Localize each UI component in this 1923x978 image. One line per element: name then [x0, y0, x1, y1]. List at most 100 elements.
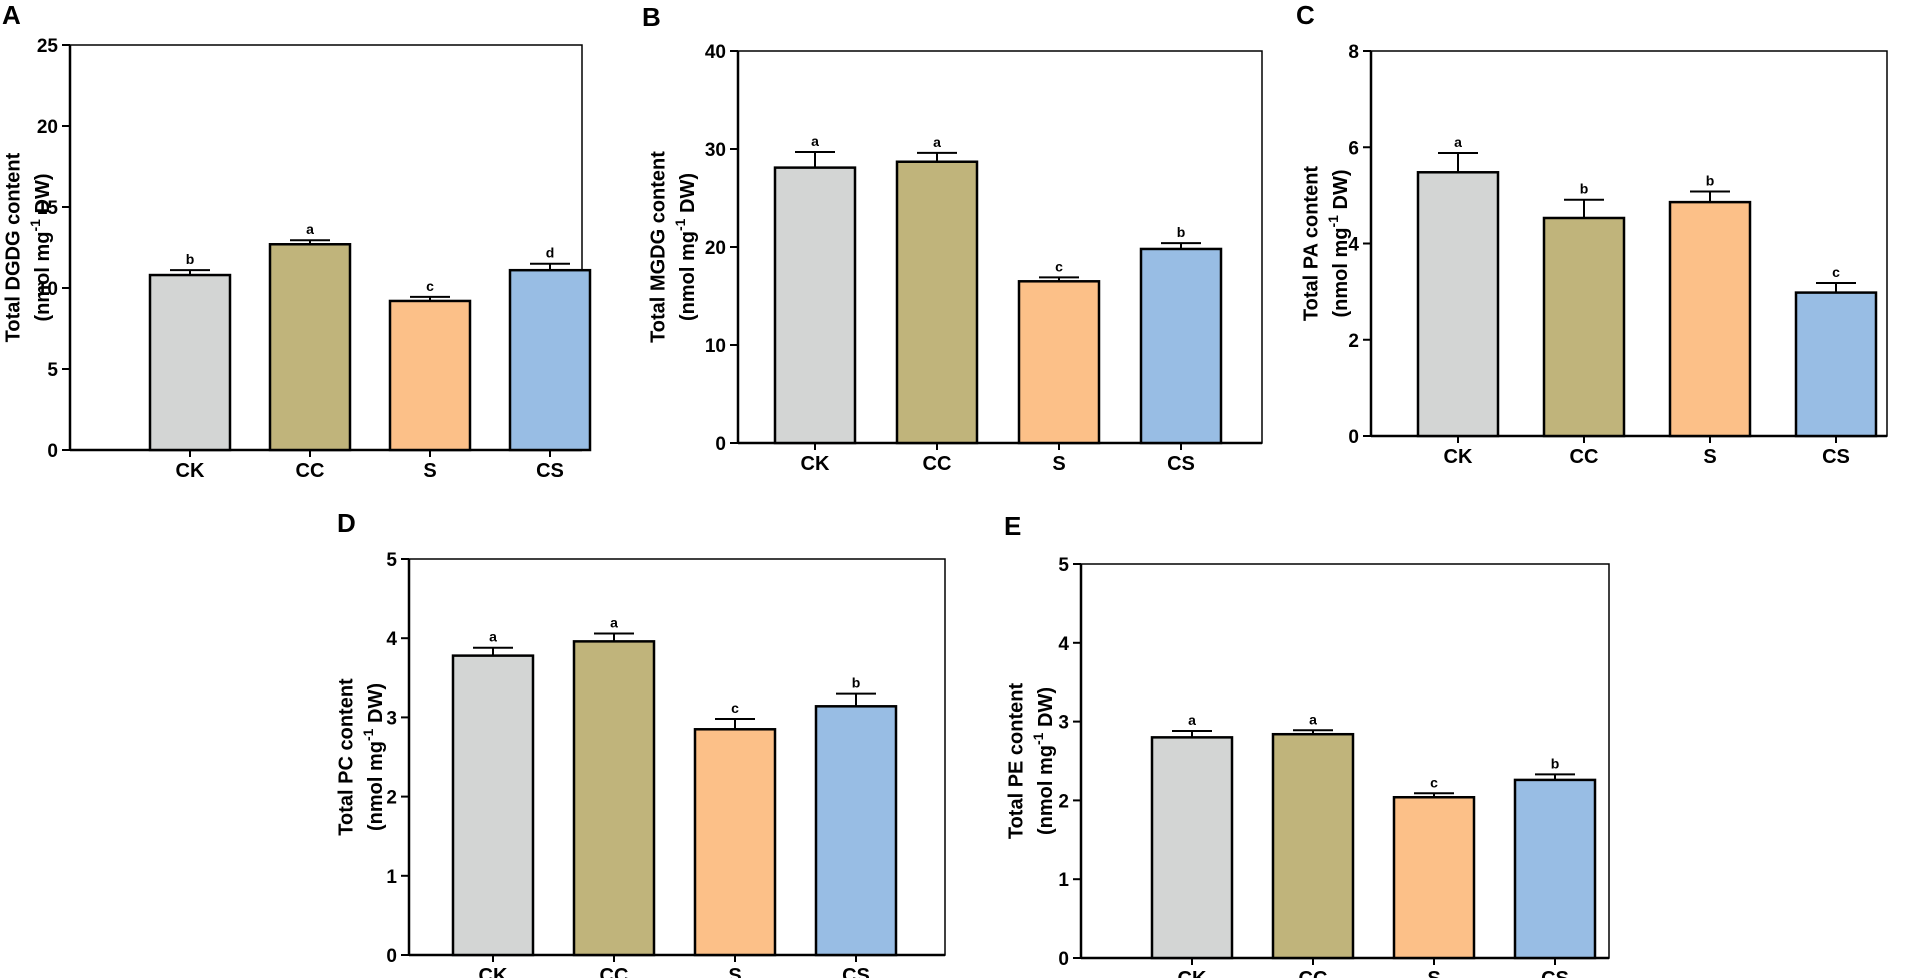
- y-tick-label: 15: [37, 198, 59, 219]
- y-axis-unit: (nmol mg-1 DW): [27, 174, 55, 322]
- significance-label: b: [1177, 224, 1186, 240]
- y-tick-label: 6: [1348, 138, 1359, 159]
- x-tick-label: CS: [536, 460, 564, 482]
- y-axis-unit: (nmol mg-1 DW): [672, 173, 700, 321]
- y-axis-unit: (nmol mg-1 DW): [360, 683, 388, 831]
- x-tick-label: S: [423, 460, 436, 482]
- bar-cs: [1139, 247, 1223, 445]
- y-tick-label: 0: [1348, 427, 1359, 448]
- y-tick-label: 4: [386, 629, 397, 650]
- y-axis-title: Total PE content: [1005, 683, 1027, 840]
- significance-label: c: [1055, 258, 1063, 274]
- y-tick-label: 10: [37, 279, 58, 300]
- bar-cc: [1271, 732, 1355, 960]
- x-tick-label: S: [1052, 453, 1065, 475]
- x-tick-label: CS: [1541, 968, 1569, 978]
- bar-ck: [148, 273, 232, 452]
- y-tick-label: 10: [705, 336, 726, 357]
- bar-cc: [268, 243, 352, 452]
- bar-s: [1668, 200, 1752, 438]
- x-tick-label: CK: [176, 460, 205, 482]
- x-tick-label: CK: [801, 453, 830, 475]
- y-axis-unit: (nmol mg-1 DW): [1030, 687, 1058, 835]
- y-tick-label: 20: [705, 238, 726, 259]
- y-axis-unit-pre: (nmol mg: [1330, 228, 1352, 318]
- x-tick-label: CC: [1299, 968, 1328, 978]
- y-tick-label: 3: [386, 708, 397, 729]
- x-tick-label: CC: [1570, 446, 1599, 468]
- x-tick-label: CC: [600, 965, 629, 978]
- y-axis-unit-sup: -1: [672, 218, 688, 231]
- x-tick-label: S: [1427, 968, 1440, 978]
- y-tick-label: 1: [1058, 870, 1069, 891]
- x-tick-label: CC: [296, 460, 325, 482]
- significance-label: a: [610, 614, 618, 630]
- panel-letter: D: [337, 508, 356, 538]
- bar-s: [1017, 280, 1101, 445]
- bar-ck: [451, 654, 535, 957]
- y-axis-unit-post: DW): [1035, 687, 1057, 733]
- y-axis-unit-sup: -1: [27, 219, 43, 232]
- x-tick-label: S: [1703, 446, 1716, 468]
- y-tick-label: 4: [1348, 235, 1359, 256]
- bar-cs: [814, 705, 898, 957]
- significance-label: a: [1309, 711, 1317, 727]
- bar-cc: [1542, 216, 1626, 438]
- y-axis-unit-sup: -1: [360, 728, 376, 741]
- y-axis-title: Total DGDG content: [2, 152, 24, 342]
- y-tick-label: 2: [386, 788, 397, 809]
- y-axis-unit-post: DW): [1330, 170, 1352, 216]
- significance-label: b: [1580, 181, 1589, 197]
- significance-label: c: [731, 700, 739, 716]
- y-tick-label: 0: [1058, 949, 1069, 970]
- x-tick-label: CS: [842, 965, 870, 978]
- significance-label: b: [1706, 173, 1715, 189]
- x-tick-label: CK: [1178, 968, 1207, 978]
- significance-label: b: [852, 675, 861, 691]
- y-axis-unit: (nmol mg-1 DW): [1325, 170, 1353, 318]
- y-axis-title: Total PC content: [335, 678, 357, 836]
- y-axis-unit-pre: (nmol mg: [32, 232, 54, 322]
- significance-label: c: [1832, 264, 1840, 280]
- significance-label: a: [811, 133, 819, 149]
- y-axis-unit-pre: (nmol mg: [365, 741, 387, 831]
- bar-ck: [1416, 171, 1500, 438]
- y-axis-title: Total PA content: [1300, 166, 1322, 322]
- bar-s: [1392, 795, 1476, 960]
- y-tick-label: 40: [705, 42, 726, 63]
- y-tick-label: 3: [1058, 713, 1069, 734]
- y-tick-label: 0: [47, 441, 58, 462]
- y-axis-unit-post: DW): [365, 683, 387, 729]
- y-tick-label: 0: [386, 946, 397, 967]
- x-tick-label: CC: [923, 453, 952, 475]
- significance-label: a: [306, 221, 314, 237]
- significance-label: c: [1430, 774, 1438, 790]
- bar-ck: [773, 166, 857, 445]
- bar-cc: [895, 160, 979, 445]
- y-tick-label: 8: [1348, 42, 1359, 63]
- y-tick-label: 2: [1348, 331, 1359, 352]
- significance-label: a: [1188, 712, 1196, 728]
- bar-cs: [1513, 778, 1597, 960]
- significance-label: d: [546, 245, 555, 261]
- significance-label: a: [489, 629, 497, 645]
- panel-letter: B: [642, 2, 661, 32]
- y-tick-label: 5: [1058, 555, 1069, 576]
- y-tick-label: 5: [386, 550, 397, 571]
- y-tick-label: 1: [386, 867, 397, 888]
- y-axis-unit-pre: (nmol mg: [1035, 745, 1057, 835]
- bar-cs: [1794, 291, 1878, 438]
- y-tick-label: 30: [705, 140, 726, 161]
- y-tick-label: 4: [1058, 634, 1069, 655]
- significance-label: b: [1551, 755, 1560, 771]
- bar-s: [388, 299, 472, 452]
- bar-cc: [572, 640, 656, 957]
- y-tick-label: 5: [47, 360, 58, 381]
- significance-label: b: [186, 251, 195, 267]
- y-axis-title: Total MGDG content: [647, 151, 669, 343]
- significance-label: a: [933, 134, 941, 150]
- x-tick-label: CK: [479, 965, 508, 978]
